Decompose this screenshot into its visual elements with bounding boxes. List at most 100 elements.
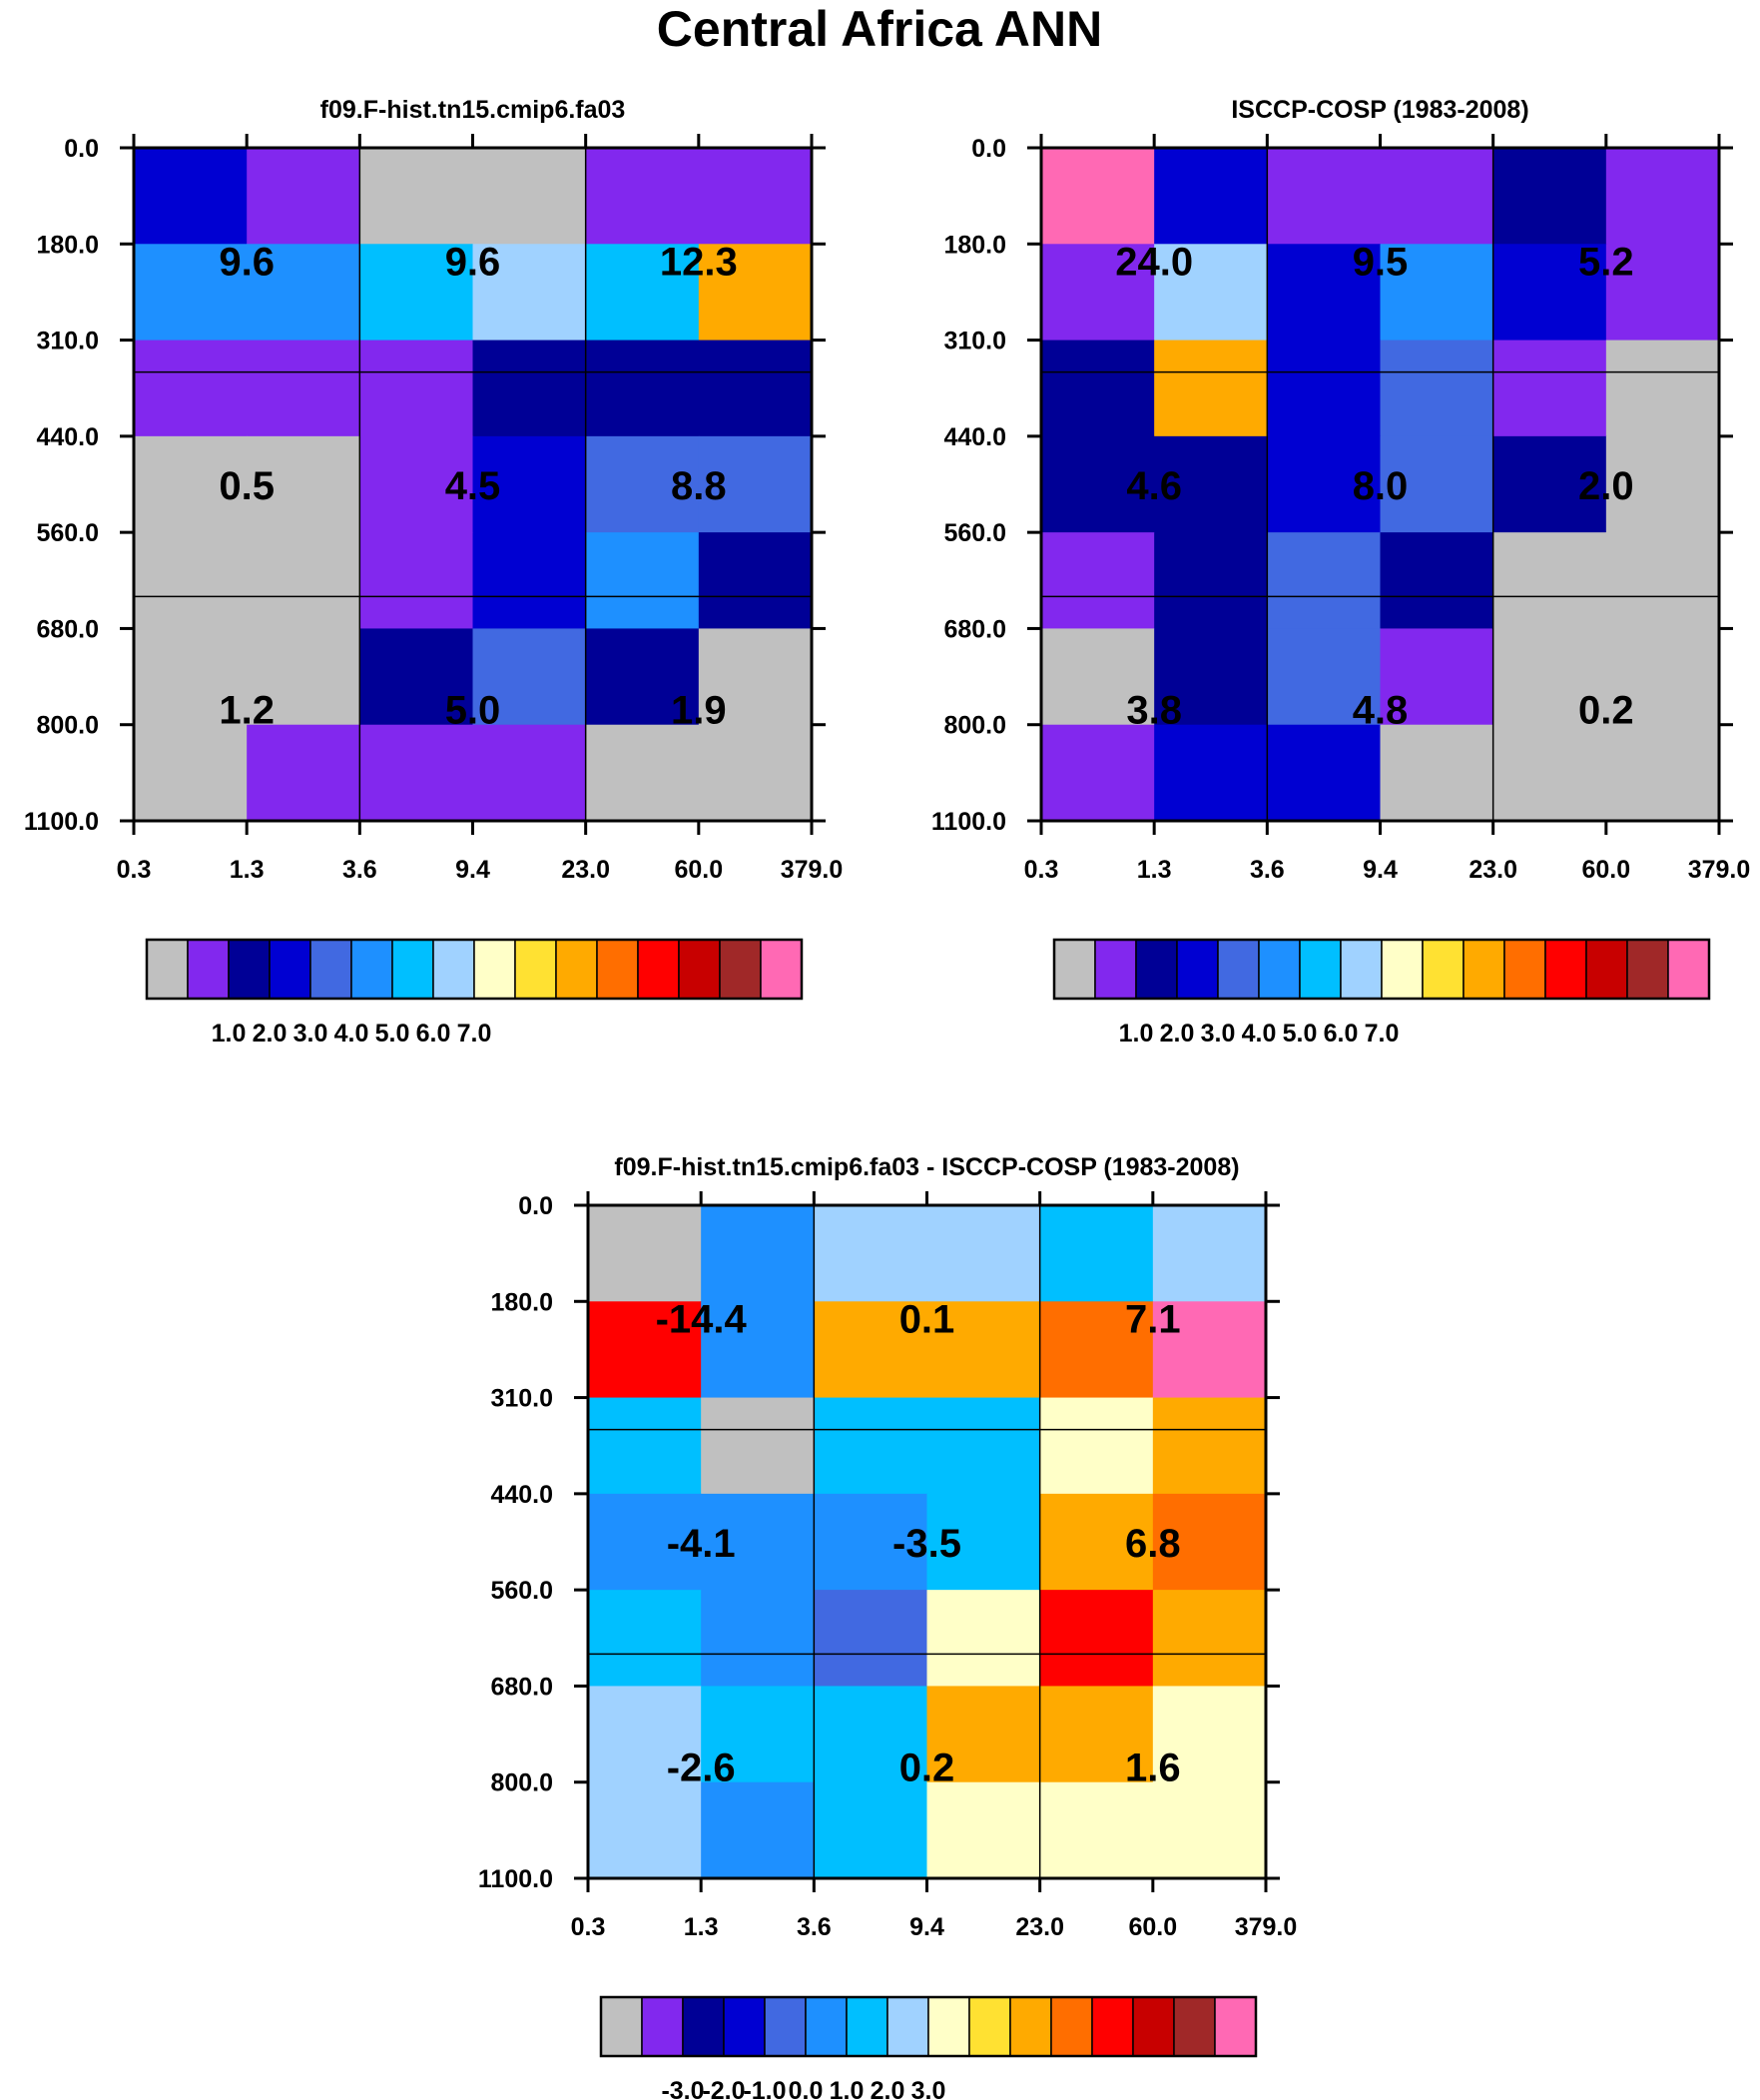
colorbar-swatch bbox=[760, 939, 803, 1000]
colorbar-label: 0.0 bbox=[789, 2077, 824, 2100]
heatmap-cell bbox=[1041, 628, 1155, 726]
colorbar-swatch bbox=[1258, 939, 1301, 1000]
colorbar-label: 1.0 bbox=[830, 2077, 865, 2100]
figure-title: Central Africa ANN bbox=[657, 1, 1102, 57]
heatmap-cell bbox=[359, 244, 474, 342]
colorbar-swatch bbox=[1132, 1996, 1175, 2057]
colorbar-label: -2.0 bbox=[702, 2077, 745, 2100]
panel-title: f09.F-hist.tn15.cmip6.fa03 bbox=[320, 96, 626, 124]
heatmap-cell bbox=[1267, 435, 1382, 533]
heatmap-cell bbox=[1605, 628, 1720, 726]
heatmap-cell bbox=[1492, 244, 1607, 342]
colorbar-frame bbox=[1052, 938, 1711, 1001]
colorbar-label: 5.0 bbox=[375, 1020, 410, 1048]
colorbar-label: 7.0 bbox=[1365, 1020, 1400, 1048]
box-value: 0.2 bbox=[899, 1747, 955, 1790]
colorbar-swatch bbox=[555, 939, 598, 1000]
x-tick-label: 9.4 bbox=[909, 1913, 944, 1941]
box-value: 5.0 bbox=[445, 689, 501, 733]
y-tick-label: 560.0 bbox=[943, 519, 1006, 547]
heatmap-cell bbox=[1267, 724, 1382, 822]
heatmap-cell bbox=[701, 1397, 815, 1495]
colorbar-swatch bbox=[473, 939, 516, 1000]
y-tick-label: 800.0 bbox=[943, 712, 1006, 740]
y-tick-label: 1100.0 bbox=[478, 1865, 553, 1893]
colorbar-label: 4.0 bbox=[1242, 1020, 1277, 1048]
heatmap-cell bbox=[1152, 1205, 1267, 1302]
box-value: 0.2 bbox=[1578, 689, 1634, 733]
heatmap-cell bbox=[585, 532, 700, 630]
heatmap-cell bbox=[1154, 435, 1268, 533]
heatmap-cell bbox=[1152, 1781, 1267, 1879]
heatmap-cell bbox=[247, 532, 360, 630]
colorbar-swatch bbox=[1135, 939, 1178, 1000]
colorbar-swatch bbox=[1544, 939, 1587, 1000]
heatmap-cell bbox=[1152, 1590, 1267, 1688]
heatmap-cell bbox=[698, 628, 813, 726]
heatmap-cell bbox=[1267, 148, 1382, 245]
colorbar-swatch bbox=[350, 939, 393, 1000]
colorbar-swatch bbox=[927, 1996, 970, 2057]
x-tick-label: 3.6 bbox=[797, 1913, 832, 1941]
heatmap-cell bbox=[472, 148, 587, 245]
box-value: 1.9 bbox=[671, 689, 727, 733]
heatmap-cell bbox=[701, 1205, 815, 1302]
x-tick-label: 3.6 bbox=[1250, 856, 1285, 884]
colorbar-swatch bbox=[846, 1996, 888, 2057]
heatmap-cell bbox=[585, 148, 700, 245]
x-tick-label: 60.0 bbox=[1581, 856, 1630, 884]
heatmap-cell bbox=[1039, 1301, 1154, 1399]
heatmap-cell bbox=[926, 1301, 1041, 1399]
x-tick-label: 60.0 bbox=[1128, 1913, 1177, 1941]
colorbar-swatch bbox=[1176, 939, 1219, 1000]
x-tick-label: 23.0 bbox=[1015, 1913, 1064, 1941]
heatmap-cell bbox=[134, 340, 248, 437]
heatmap-cell bbox=[247, 435, 360, 533]
box-value: 2.0 bbox=[1578, 464, 1634, 508]
heatmap-cell bbox=[134, 435, 248, 533]
heatmap-cell bbox=[1152, 1493, 1267, 1591]
y-tick-label: 440.0 bbox=[36, 423, 99, 451]
colorbar-label: 4.0 bbox=[334, 1020, 369, 1048]
observation-panel: ISCCP-COSP (1983-2008) 0.3 1.3 3.6 9.4 23.0 60… bbox=[931, 96, 1750, 1048]
box-value: -4.1 bbox=[667, 1522, 736, 1566]
heatmap-cell bbox=[1039, 1781, 1154, 1879]
box-value: 3.8 bbox=[1126, 689, 1182, 733]
colorbar-swatch bbox=[514, 939, 557, 1000]
heatmap-cell bbox=[701, 1493, 815, 1591]
heatmap-cell bbox=[814, 1397, 928, 1495]
colorbar-swatch bbox=[1053, 939, 1096, 1000]
heatmap-cell bbox=[926, 1205, 1041, 1302]
y-tick-label: 440.0 bbox=[490, 1481, 553, 1509]
x-tick-label: 0.3 bbox=[571, 1913, 606, 1941]
heatmap-cell bbox=[814, 1686, 928, 1783]
panel-title: f09.F-hist.tn15.cmip6.fa03 - ISCCP-COSP … bbox=[614, 1153, 1239, 1181]
heatmap-cell bbox=[1152, 1686, 1267, 1783]
heatmap-cell bbox=[1605, 435, 1720, 533]
box-value: 1.2 bbox=[219, 689, 275, 733]
box-value: 8.0 bbox=[1353, 464, 1409, 508]
colorbar-swatch bbox=[146, 939, 189, 1000]
x-tick-label: 3.6 bbox=[342, 856, 377, 884]
box-value: 4.5 bbox=[445, 464, 501, 508]
heatmap-cell bbox=[1380, 724, 1494, 822]
heatmap-cell bbox=[1154, 148, 1268, 245]
y-tick-label: 310.0 bbox=[36, 328, 99, 355]
x-tick-label: 379.0 bbox=[1688, 856, 1751, 884]
x-tick-label: 1.3 bbox=[684, 1913, 719, 1941]
colorbar-label: -1.0 bbox=[743, 2077, 786, 2100]
colorbar-swatch bbox=[1009, 1996, 1052, 2057]
x-tick-label: 379.0 bbox=[781, 856, 844, 884]
heatmap-cell bbox=[1605, 148, 1720, 245]
x-tick-label: 379.0 bbox=[1235, 1913, 1298, 1941]
y-tick-label: 180.0 bbox=[943, 231, 1006, 259]
heatmap-cell bbox=[1492, 628, 1607, 726]
colorbar-swatch bbox=[641, 1996, 684, 2057]
y-tick-label: 180.0 bbox=[36, 231, 99, 259]
colorbar-swatch bbox=[678, 939, 721, 1000]
y-tick-label: 680.0 bbox=[943, 615, 1006, 643]
heatmap-cell bbox=[1605, 724, 1720, 822]
colorbar-label: 6.0 bbox=[1324, 1020, 1359, 1048]
x-tick-label: 1.3 bbox=[1137, 856, 1172, 884]
panel-title: ISCCP-COSP (1983-2008) bbox=[1231, 96, 1528, 124]
